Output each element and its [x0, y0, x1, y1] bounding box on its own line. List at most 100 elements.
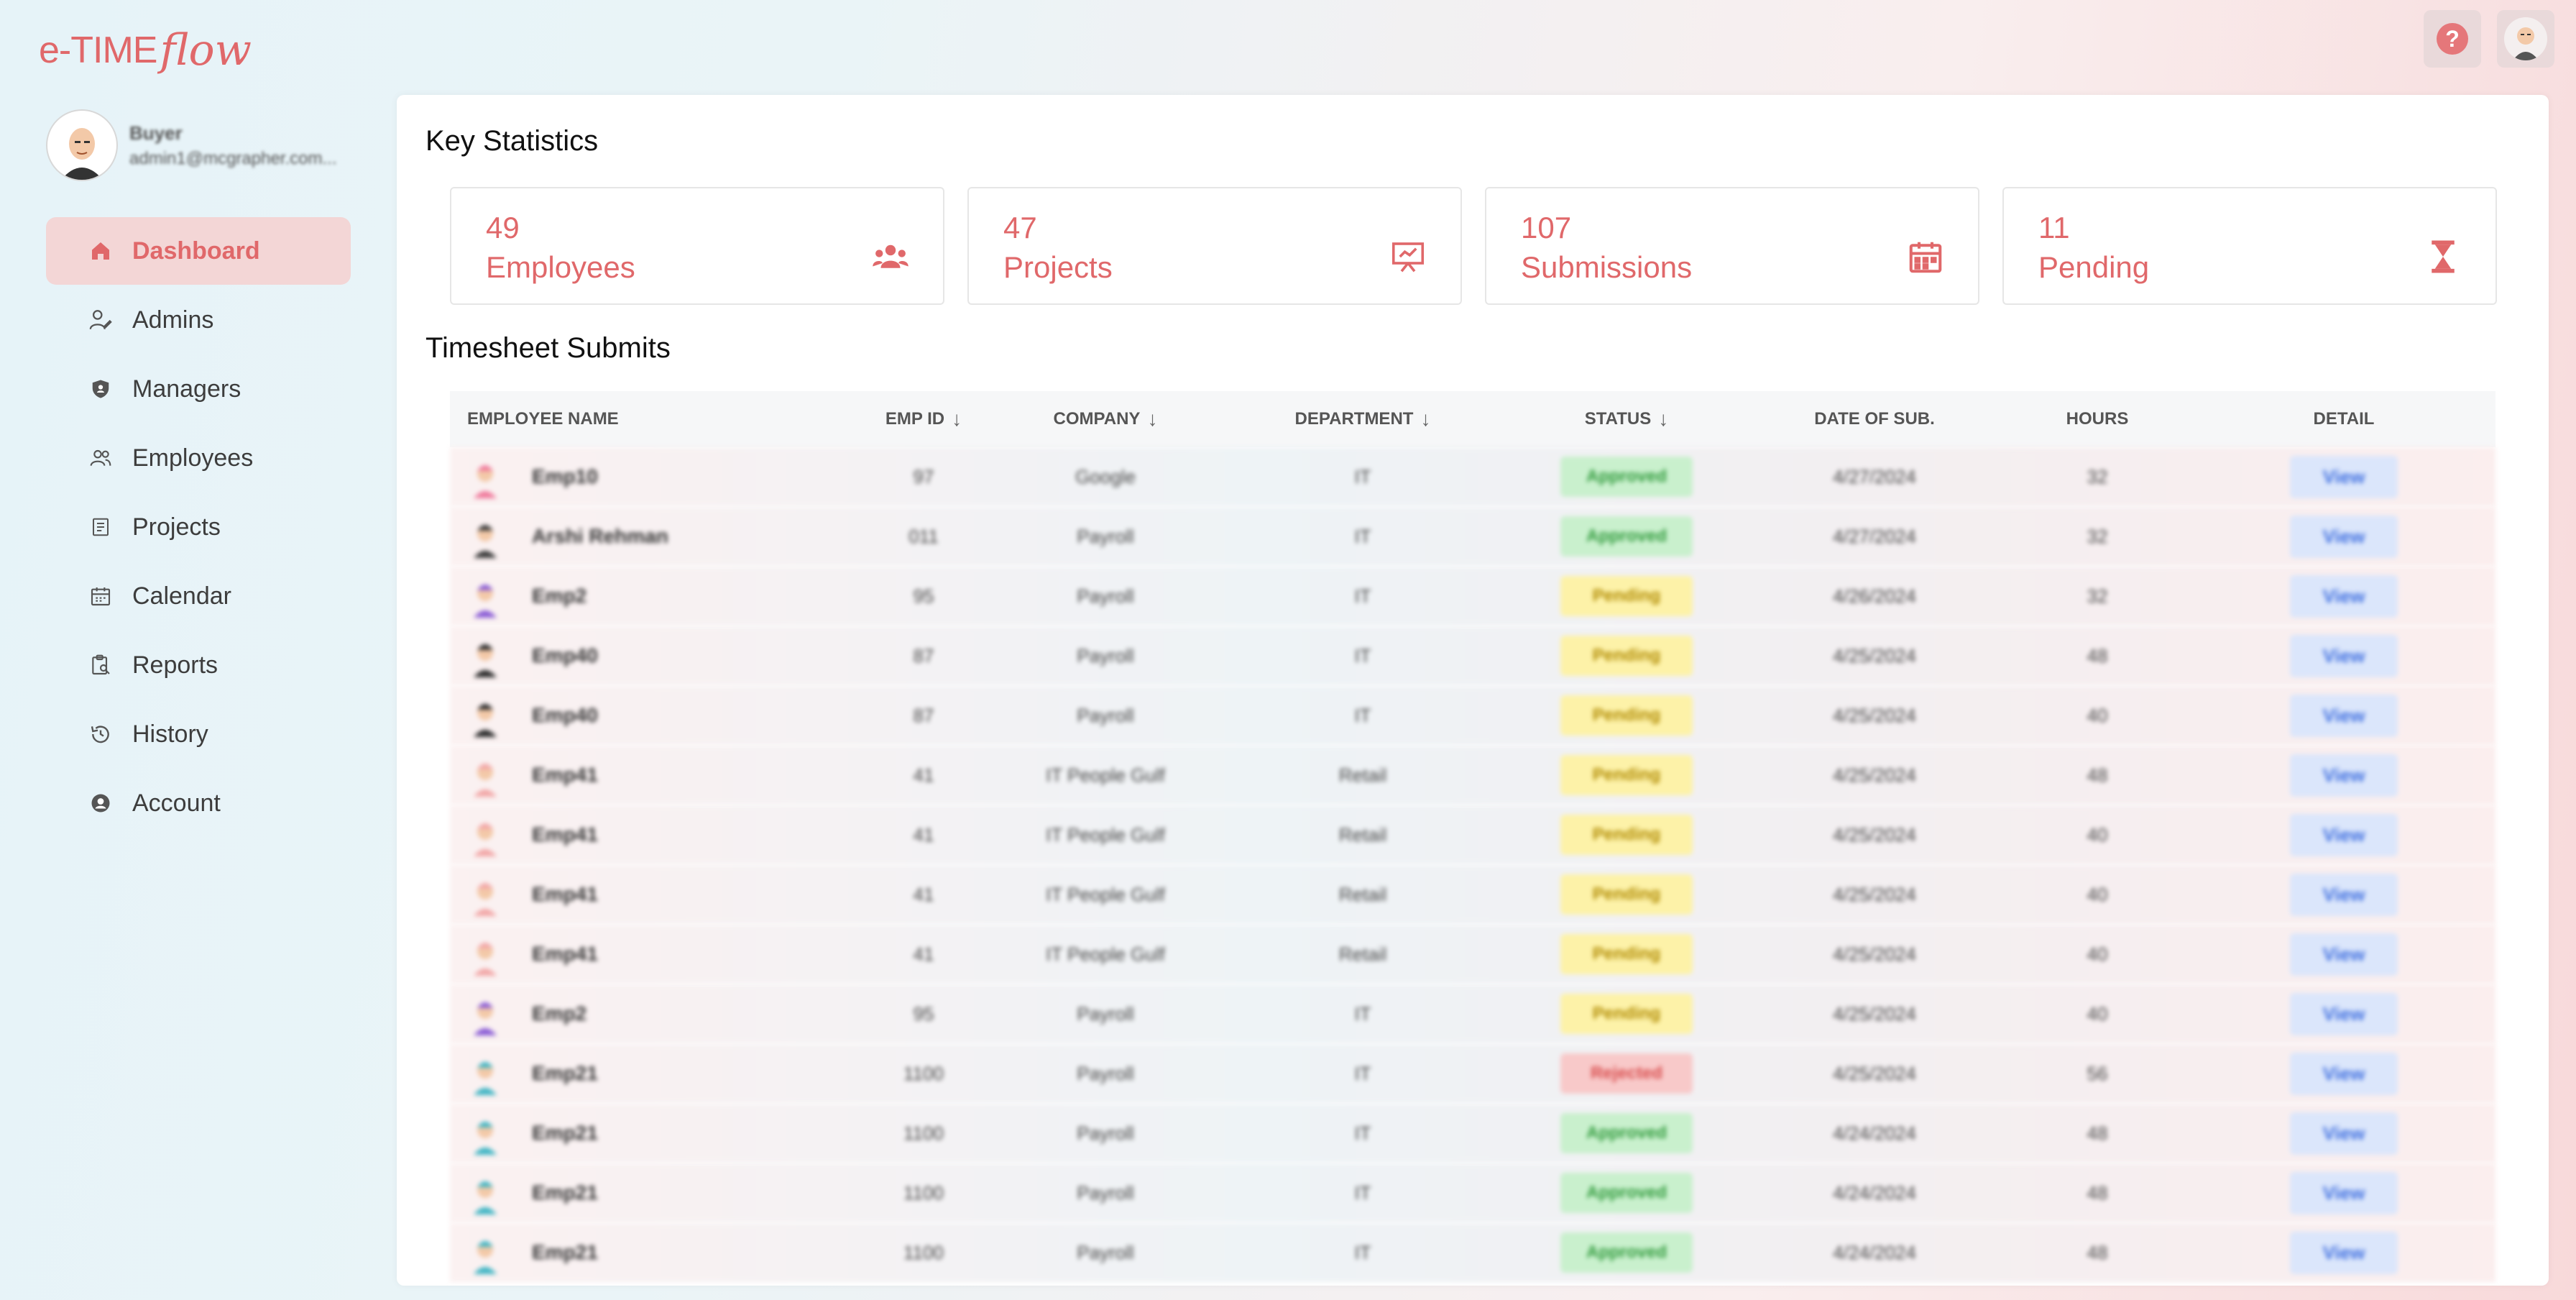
table-row[interactable]: Emp40 87 Payroll IT Pending 4/25/2024 40 View	[450, 686, 2496, 746]
view-button[interactable]: View	[2289, 575, 2398, 618]
employee-name: Emp40	[532, 704, 598, 726]
table-row[interactable]: Emp41 41 IT People Gulf Retail Pending 4/25/2…	[450, 746, 2496, 805]
column-label: DATE OF SUB.	[1814, 409, 1935, 429]
report-search-icon	[88, 652, 114, 678]
help-button[interactable]: ?	[2424, 10, 2481, 68]
date-cell: 4/27/2024	[1833, 465, 1916, 487]
view-button[interactable]: View	[2289, 1171, 2398, 1214]
date-cell: 4/25/2024	[1833, 764, 1916, 786]
column-header-company[interactable]: COMPANY ↓	[992, 408, 1219, 431]
sidebar-item-admins[interactable]: Admins	[46, 286, 351, 354]
view-button[interactable]: View	[2289, 455, 2398, 498]
table-row[interactable]: Emp21 1100 Payroll IT Approved 4/24/2024 48 Vie…	[450, 1163, 2496, 1223]
app-logo[interactable]: e-TIME flow	[39, 14, 252, 86]
column-label: DETAIL	[2313, 409, 2375, 429]
date-cell: 4/24/2024	[1833, 1122, 1916, 1144]
view-button[interactable]: View	[2289, 694, 2398, 737]
department-cell: IT	[1354, 585, 1371, 607]
sidebar-item-account[interactable]: Account	[46, 769, 351, 837]
view-button[interactable]: View	[2289, 1052, 2398, 1095]
avatar	[467, 1112, 503, 1155]
view-button[interactable]: View	[2289, 813, 2398, 856]
sort-arrow-icon: ↓	[952, 408, 962, 430]
hours-cell: 48	[2087, 1181, 2108, 1204]
column-header-status[interactable]: STATUS ↓	[1506, 408, 1747, 431]
hours-cell: 32	[2087, 465, 2108, 487]
column-label: STATUS	[1584, 409, 1652, 429]
table-row[interactable]: Emp40 87 Payroll IT Pending 4/25/2024 48 View	[450, 626, 2496, 686]
view-button[interactable]: View	[2289, 933, 2398, 976]
sidebar-item-managers[interactable]: Managers	[46, 355, 351, 423]
table-row[interactable]: Arshi Rehman 011 Payroll IT Approved 4/27/202…	[450, 507, 2496, 567]
stat-card-projects[interactable]: 47 Projects	[967, 187, 1462, 305]
sidebar-item-calendar[interactable]: Calendar	[46, 562, 351, 630]
employee-name: Emp21	[532, 1181, 598, 1204]
table-row[interactable]: Emp41 41 IT People Gulf Retail Pending 4/25/2…	[450, 805, 2496, 865]
user-edit-icon	[88, 307, 114, 333]
status-badge: Approved	[1560, 1173, 1693, 1213]
detail-cell: View	[2192, 1171, 2496, 1214]
emp-id-cell: 95	[913, 1002, 934, 1025]
view-button[interactable]: View	[2289, 634, 2398, 677]
sidebar-nav: Dashboard Admins Managers Employees Proj…	[46, 217, 351, 838]
table-row[interactable]: Emp2 95 Payroll IT Pending 4/26/2024 32 View	[450, 567, 2496, 626]
table-row[interactable]: Emp21 1100 Payroll IT Approved 4/24/2024 48 Vie…	[450, 1223, 2496, 1283]
column-header-employee-name[interactable]: EMPLOYEE NAME	[450, 409, 855, 429]
company-cell: Payroll	[1077, 704, 1134, 726]
status-badge: Pending	[1560, 874, 1693, 915]
table-row[interactable]: Emp21 1100 Payroll IT Rejected 4/25/2024 56 Vie…	[450, 1044, 2496, 1104]
column-label: EMP ID	[885, 409, 945, 429]
date-cell: 4/25/2024	[1833, 883, 1916, 905]
employee-name: Emp21	[532, 1122, 598, 1144]
status-cell: Pending	[1506, 576, 1747, 616]
department-cell: Retail	[1338, 764, 1387, 786]
users-icon	[88, 445, 114, 471]
view-button[interactable]: View	[2289, 1231, 2398, 1274]
sort-arrow-icon: ↓	[1658, 408, 1669, 430]
sidebar-item-projects[interactable]: Projects	[46, 493, 351, 561]
emp-id-cell: 1100	[903, 1062, 944, 1084]
user-menu-button[interactable]	[2497, 10, 2554, 68]
view-button[interactable]: View	[2289, 873, 2398, 916]
avatar	[467, 813, 503, 856]
sidebar-item-employees[interactable]: Employees	[46, 424, 351, 492]
status-cell: Pending	[1506, 636, 1747, 676]
employee-cell: Emp21	[450, 1231, 855, 1274]
stats-cards: 49 Employees 47 Projects 107 Submissions…	[450, 187, 2497, 305]
department-cell: IT	[1354, 1122, 1371, 1144]
table-row[interactable]: Emp41 41 IT People Gulf Retail Pending 4/25/2…	[450, 925, 2496, 984]
stat-label: Pending	[2038, 250, 2150, 284]
status-cell: Pending	[1506, 934, 1747, 974]
table-row[interactable]: Emp21 1100 Payroll IT Approved 4/24/2024 48 Vie…	[450, 1104, 2496, 1163]
view-button[interactable]: View	[2289, 754, 2398, 797]
table-row[interactable]: Emp2 95 Payroll IT Pending 4/25/2024 40 View	[450, 984, 2496, 1044]
view-button[interactable]: View	[2289, 515, 2398, 558]
home-icon	[88, 238, 114, 264]
status-cell: Approved	[1506, 457, 1747, 497]
view-button[interactable]: View	[2289, 1112, 2398, 1155]
sidebar-item-history[interactable]: History	[46, 700, 351, 768]
sidebar-item-dashboard[interactable]: Dashboard	[46, 217, 351, 285]
company-cell: Payroll	[1077, 1241, 1134, 1263]
date-cell: 4/24/2024	[1833, 1181, 1916, 1204]
stat-card-employees[interactable]: 49 Employees	[450, 187, 944, 305]
status-badge: Approved	[1560, 516, 1693, 557]
avatar	[467, 575, 503, 618]
sidebar-item-reports[interactable]: Reports	[46, 631, 351, 699]
user-profile[interactable]: Buyer admin1@mcgrapher.com...	[46, 109, 359, 181]
status-badge: Approved	[1560, 1232, 1693, 1273]
table-row[interactable]: Emp10 97 Google IT Approved 4/27/2024 32 View	[450, 447, 2496, 507]
stat-card-pending[interactable]: 11 Pending	[2002, 187, 2497, 305]
employee-cell: Emp41	[450, 933, 855, 976]
stat-card-submissions[interactable]: 107 Submissions	[1485, 187, 1979, 305]
status-cell: Approved	[1506, 1173, 1747, 1213]
table-row[interactable]: Emp41 41 IT People Gulf Retail Pending 4/25/2…	[450, 865, 2496, 925]
status-cell: Rejected	[1506, 1053, 1747, 1094]
company-cell: Google	[1075, 465, 1136, 487]
profile-role: Buyer	[129, 122, 183, 144]
column-header-emp-id[interactable]: EMP ID ↓	[855, 408, 992, 431]
sidebar-item-label: Account	[132, 789, 221, 817]
column-header-department[interactable]: DEPARTMENT ↓	[1219, 408, 1506, 431]
company-cell: IT People Gulf	[1046, 943, 1165, 965]
view-button[interactable]: View	[2289, 992, 2398, 1035]
